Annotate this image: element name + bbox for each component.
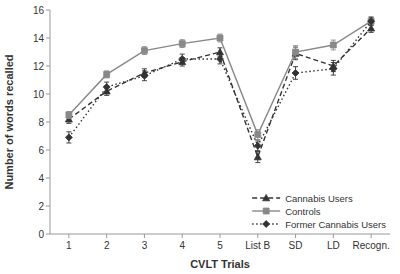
error-bar	[180, 54, 185, 64]
point	[368, 18, 374, 24]
x-tick-label: SD	[289, 240, 303, 251]
y-tick-label: 4	[38, 173, 44, 184]
series	[65, 24, 374, 163]
x-axis-label: CVLT Trials	[190, 258, 250, 270]
x-tick-label: 4	[179, 240, 185, 251]
y-tick	[46, 178, 50, 179]
point	[292, 50, 299, 56]
y-tick	[46, 66, 50, 67]
series-line	[69, 21, 371, 146]
y-tick	[46, 94, 50, 95]
error-bar	[255, 151, 260, 162]
point	[66, 112, 72, 118]
point	[141, 72, 148, 79]
legend-label: Former Cannabis Users	[285, 219, 386, 230]
y-tick	[46, 38, 50, 39]
x-tick	[220, 234, 221, 238]
error-bar	[104, 82, 109, 92]
y-tick-label: 2	[38, 201, 44, 212]
error-bar	[180, 40, 185, 48]
point	[65, 134, 72, 141]
error-bar	[218, 34, 223, 42]
legend-marker	[263, 208, 269, 214]
error-bar	[104, 71, 109, 78]
point	[254, 154, 261, 160]
y-tick-label: 8	[38, 117, 44, 128]
y-tick	[46, 10, 50, 11]
y-tick-label: 16	[33, 5, 45, 16]
x-tick	[295, 234, 296, 238]
x-tick-label: Recogn.	[352, 240, 389, 251]
error-bar	[331, 40, 336, 50]
chart: 024681012141612345List BSDLDRecogn.CVLT …	[0, 0, 400, 274]
point	[330, 65, 337, 72]
series-line	[69, 21, 371, 134]
error-bar	[331, 63, 336, 76]
x-tick-label: 2	[104, 240, 110, 251]
legend-item: Cannabis Users	[252, 193, 353, 204]
error-bar	[293, 67, 298, 80]
x-tick	[106, 234, 107, 238]
point	[217, 35, 223, 41]
error-bar	[66, 112, 71, 119]
error-bar	[142, 47, 147, 55]
y-tick	[46, 234, 50, 235]
y-tick-label: 12	[33, 61, 45, 72]
legend-label: Controls	[285, 206, 321, 217]
x-tick	[144, 234, 145, 238]
legend-item: Controls	[252, 206, 321, 217]
series	[66, 17, 374, 139]
point	[103, 84, 110, 91]
legend-marker	[263, 221, 270, 228]
x-tick-label: List B	[245, 240, 270, 251]
series-line	[69, 28, 371, 157]
point	[217, 56, 224, 63]
point	[330, 42, 336, 48]
error-bar	[218, 54, 223, 64]
error-bar	[66, 132, 71, 143]
y-tick	[46, 150, 50, 151]
point	[104, 71, 110, 77]
series	[65, 17, 374, 151]
y-tick	[46, 206, 50, 207]
y-tick-label: 14	[33, 33, 45, 44]
error-bar	[255, 130, 260, 140]
x-tick-label: 5	[217, 240, 223, 251]
x-tick-label: 1	[66, 240, 72, 251]
x-tick	[182, 234, 183, 238]
point	[368, 18, 375, 25]
x-tick-label: 3	[142, 240, 148, 251]
error-bar	[255, 141, 260, 151]
y-tick-label: 0	[38, 229, 44, 240]
legend: Cannabis Users Controls Former Cannabis Us…	[252, 193, 386, 230]
plot-area	[65, 17, 374, 163]
error-bar	[369, 17, 374, 25]
y-tick-label: 10	[33, 89, 45, 100]
point	[292, 70, 299, 77]
legend-marker	[263, 195, 270, 201]
point	[179, 41, 185, 47]
x-tick	[68, 234, 69, 238]
point	[254, 142, 261, 149]
y-tick-label: 6	[38, 145, 44, 156]
point	[179, 56, 186, 63]
x-tick	[257, 234, 258, 238]
x-tick	[371, 234, 372, 238]
point	[293, 49, 299, 55]
y-axis-label: Number of words recalled	[3, 54, 15, 189]
legend-label: Cannabis Users	[285, 193, 353, 204]
point	[141, 48, 147, 54]
error-bar	[369, 17, 374, 25]
x-tick	[333, 234, 334, 238]
x-tick-label: LD	[327, 240, 340, 251]
y-tick	[46, 122, 50, 123]
point	[255, 132, 261, 138]
error-bar	[293, 46, 298, 59]
legend-item: Former Cannabis Users	[252, 219, 386, 230]
error-bar	[142, 71, 147, 81]
